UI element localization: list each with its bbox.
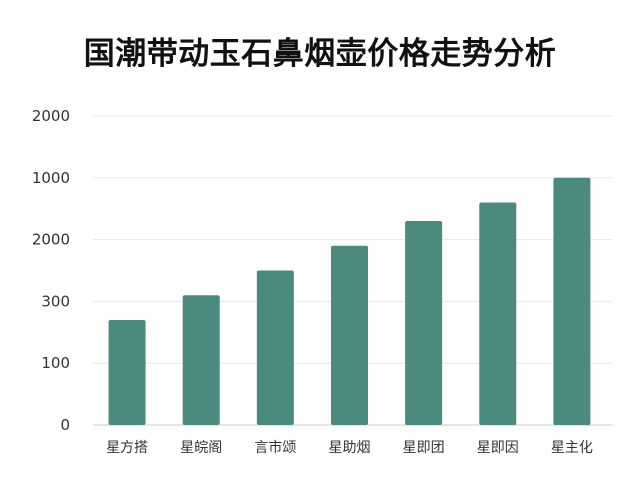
bar	[331, 245, 368, 425]
y-tick-label: 2000	[32, 107, 70, 125]
bar	[182, 295, 220, 425]
bar	[256, 270, 294, 425]
y-tick-label: 300	[41, 292, 70, 310]
y-tick-label: 0	[60, 416, 70, 434]
bar	[405, 221, 443, 425]
x-tick-label: 星助烟	[329, 440, 371, 456]
bar-layer	[108, 177, 591, 425]
x-tick-label: 星主化	[551, 440, 593, 456]
x-tick-label: 星皖阁	[180, 440, 222, 456]
x-tick-label: 星即因	[477, 440, 519, 456]
chart-title: 国潮带动玉石鼻烟壶价格走势分析	[83, 36, 557, 72]
x-tick-label: 星即团	[403, 440, 445, 456]
y-tick-label: 100	[41, 354, 70, 372]
y-axis-ticks: 0 100 300 2000 1000 2000	[32, 107, 70, 434]
bar	[553, 177, 591, 425]
y-tick-label: 2000	[32, 231, 70, 249]
x-tick-label: 言市颂	[254, 439, 296, 456]
y-tick-label: 1000	[32, 169, 70, 187]
x-tick-label: 星方搭	[106, 440, 148, 456]
bar	[479, 202, 517, 425]
bar	[108, 319, 146, 425]
x-axis-ticks: 星方搭 星皖阁 言市颂 星助烟 星即团 星即因 星主化	[106, 439, 593, 456]
